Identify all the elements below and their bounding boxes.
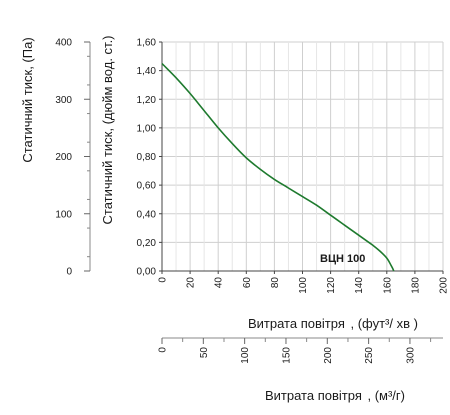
y-inwg-tick-label: 1,40 — [137, 66, 157, 77]
model-label: ВЦН 100 — [320, 253, 365, 265]
x-cfm-tick-label: 100 — [298, 277, 309, 294]
x-cfm-tick-label: 80 — [270, 277, 281, 289]
x-cfm-tick-label: 40 — [214, 277, 225, 289]
x-cfm-tick-label: 60 — [242, 277, 253, 289]
x-cfm-axis-title-main: Витрата повітря — [248, 316, 345, 331]
y-pa-tick-label: 0 — [66, 267, 72, 278]
x-m3h-tick-label: 250 — [364, 347, 375, 364]
x-cfm-tick-label: 180 — [410, 277, 421, 294]
x-m3h-tick-label: 150 — [281, 347, 292, 364]
y-pa-tick-label: 300 — [55, 95, 72, 106]
y-inwg-tick-label: 0,20 — [137, 238, 157, 249]
x-cfm-tick-label: 200 — [439, 277, 450, 294]
x-m3h-ticks: 0 50 100 150 200 250 300 — [158, 338, 432, 364]
y-inwg-ticks: 0,00 0,20 0,40 0,60 0,80 1,00 1,20 1,40 1,60 — [137, 38, 162, 278]
x-m3h-tick-label: 200 — [323, 347, 334, 364]
y-inwg-tick-label: 0,40 — [137, 209, 157, 220]
y-pa-ticks: 0 100 200 300 400 — [55, 38, 90, 278]
plot-grid — [161, 41, 444, 272]
x-m3h-tick-label: 300 — [405, 347, 416, 364]
x-cfm-tick-label: 140 — [354, 277, 365, 294]
y-inwg-tick-label: 0,80 — [137, 152, 157, 163]
series-line — [161, 62, 395, 272]
x-cfm-tick-label: 160 — [382, 277, 393, 294]
y-inwg-tick-label: 1,20 — [137, 95, 157, 106]
y-inwg-tick-label: 1,00 — [137, 123, 157, 134]
x-cfm-tick-label: 120 — [326, 277, 337, 294]
y-pa-tick-label: 200 — [55, 152, 72, 163]
x-m3h-tick-label: 0 — [158, 347, 169, 353]
y-inwg-tick-label: 0,60 — [137, 181, 157, 192]
x-m3h-axis-title-main: Витрата повітря — [265, 388, 362, 403]
y-pa-axis-title: Статичний тиск, (Па) — [20, 37, 35, 162]
y-inwg-axis-title: Статичний тиск, (дюйм вод. ст.) — [100, 35, 115, 224]
x-m3h-tick-label: 50 — [199, 347, 210, 359]
x-cfm-tick-label: 20 — [186, 277, 197, 289]
x-cfm-tick-label: 0 — [158, 277, 169, 283]
x-m3h-axis-title: Витрата повітря , (м³/г) — [265, 388, 405, 403]
y-pa-tick-label: 400 — [55, 38, 72, 49]
x-cfm-ticks: 0 20 40 60 80 100 120 140 160 180 200 — [158, 271, 450, 294]
x-m3h-tick-label: 100 — [240, 347, 251, 364]
x-m3h-axis-title-units: , (м³/г) — [367, 388, 405, 403]
x-cfm-axis-title: Витрата повітря , (фут³/ хв ) — [248, 316, 418, 331]
x-cfm-axis-title-units: , (фут³/ хв ) — [350, 316, 417, 331]
y-inwg-tick-label: 0,00 — [137, 267, 157, 278]
y-pa-tick-label: 100 — [55, 209, 72, 220]
y-inwg-tick-label: 1,60 — [137, 38, 157, 49]
